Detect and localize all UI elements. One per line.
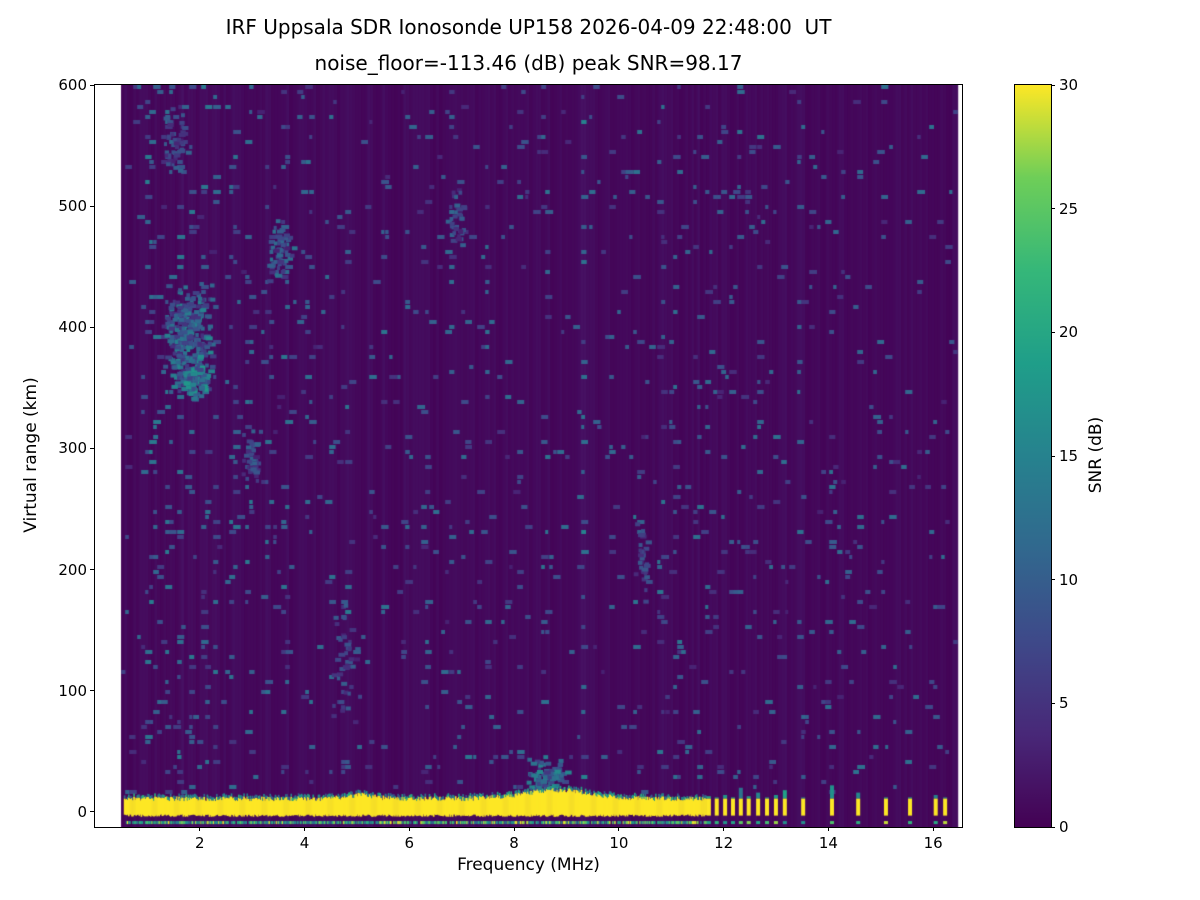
y-tick-label: 100: [58, 681, 87, 700]
y-tick-mark: [90, 205, 94, 207]
x-tick-mark: [304, 827, 306, 831]
x-tick-mark: [618, 827, 620, 831]
y-tick-label: 300: [58, 439, 87, 458]
colorbar-tick-label: 0: [1059, 818, 1069, 836]
chart-title: IRF Uppsala SDR Ionosonde UP158 2026-04-…: [225, 15, 832, 39]
x-tick-mark: [932, 827, 934, 831]
plot-area: [94, 84, 963, 828]
x-tick-label: 12: [714, 834, 734, 852]
x-tick-mark: [723, 827, 725, 831]
colorbar-tick-label: 5: [1059, 694, 1069, 713]
y-tick-mark: [90, 84, 94, 86]
y-tick-mark: [90, 690, 94, 692]
chart-subtitle: noise_floor=-113.46 (dB) peak SNR=98.17: [314, 51, 743, 75]
colorbar-tick-label: 25: [1059, 199, 1079, 218]
y-tick-mark: [90, 811, 94, 813]
colorbar-tick-mark: [1051, 455, 1055, 457]
colorbar-tick-mark: [1051, 579, 1055, 581]
colorbar-tick-mark: [1051, 826, 1055, 828]
colorbar-tick-label: 10: [1059, 570, 1079, 589]
colorbar: [1014, 84, 1052, 828]
y-tick-mark: [90, 447, 94, 449]
x-tick-label: 14: [818, 834, 838, 852]
x-tick-label: 6: [404, 834, 415, 852]
x-axis-label: Frequency (MHz): [457, 855, 600, 875]
x-tick-mark: [199, 827, 201, 831]
y-tick-label: 200: [58, 560, 87, 579]
y-tick-label: 600: [58, 76, 87, 94]
colorbar-tick-label: 30: [1059, 76, 1079, 94]
colorbar-tick-mark: [1051, 208, 1055, 210]
y-tick-label: 400: [58, 318, 87, 337]
x-tick-mark: [408, 827, 410, 831]
x-tick-label: 16: [923, 834, 943, 852]
colorbar-tick-label: 20: [1059, 323, 1079, 342]
y-tick-mark: [90, 569, 94, 571]
colorbar-tick-mark: [1051, 331, 1055, 333]
x-tick-label: 10: [609, 834, 629, 852]
x-tick-label: 2: [194, 834, 205, 852]
y-tick-label: 500: [58, 197, 87, 216]
y-tick-mark: [90, 326, 94, 328]
heatmap-canvas: [95, 85, 962, 827]
x-tick-label: 4: [299, 834, 310, 852]
colorbar-tick-mark: [1051, 702, 1055, 704]
colorbar-tick-label: 15: [1059, 447, 1079, 465]
x-tick-mark: [827, 827, 829, 831]
x-tick-label: 8: [509, 834, 519, 852]
colorbar-tick-mark: [1051, 84, 1055, 86]
y-tick-label: 0: [77, 802, 87, 821]
x-tick-mark: [513, 827, 515, 831]
